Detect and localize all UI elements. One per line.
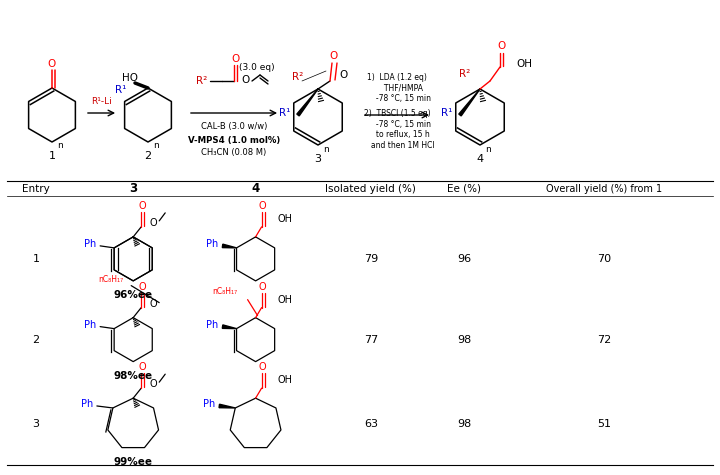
Text: 1: 1 xyxy=(48,151,55,161)
Text: 1: 1 xyxy=(32,254,40,264)
Text: 98: 98 xyxy=(457,334,472,345)
Text: 2: 2 xyxy=(145,151,152,161)
Text: O: O xyxy=(258,201,266,211)
Text: -78 °C, 15 min: -78 °C, 15 min xyxy=(364,120,431,129)
Text: 63: 63 xyxy=(364,419,378,429)
Text: R²: R² xyxy=(292,72,304,82)
Polygon shape xyxy=(222,325,237,329)
Text: Ph: Ph xyxy=(207,239,219,249)
Text: 1)  LDA (1.2 eq): 1) LDA (1.2 eq) xyxy=(367,73,427,82)
Text: O: O xyxy=(258,362,266,372)
Text: O: O xyxy=(231,54,239,64)
Text: O: O xyxy=(242,75,250,85)
Text: 96%ee: 96%ee xyxy=(114,290,153,300)
Text: 51: 51 xyxy=(597,419,611,429)
Text: Entry: Entry xyxy=(22,183,50,194)
Text: O: O xyxy=(149,218,157,228)
Text: 72: 72 xyxy=(597,334,611,345)
Text: 4: 4 xyxy=(477,154,484,164)
Text: O: O xyxy=(497,41,505,51)
Polygon shape xyxy=(297,89,318,116)
Text: n: n xyxy=(153,142,159,151)
Text: OH: OH xyxy=(278,294,292,304)
Text: R¹: R¹ xyxy=(114,85,126,95)
Text: O: O xyxy=(149,299,157,309)
Polygon shape xyxy=(219,404,235,408)
Text: Overall yield (%) from 1: Overall yield (%) from 1 xyxy=(546,183,662,194)
Text: 70: 70 xyxy=(597,254,611,264)
Text: O: O xyxy=(138,282,146,292)
Text: OH: OH xyxy=(516,59,532,69)
Text: (3.0 eq): (3.0 eq) xyxy=(239,63,275,72)
Text: to reflux, 15 h: to reflux, 15 h xyxy=(364,131,430,140)
Text: Ph: Ph xyxy=(84,320,96,330)
Polygon shape xyxy=(222,244,237,248)
Text: O: O xyxy=(329,51,337,61)
Text: nC₈H₁₇: nC₈H₁₇ xyxy=(98,275,123,284)
Text: and then 1M HCl: and then 1M HCl xyxy=(359,142,435,151)
Text: Isolated yield (%): Isolated yield (%) xyxy=(325,183,416,194)
Text: 98%ee: 98%ee xyxy=(114,370,153,380)
Text: 77: 77 xyxy=(364,334,378,345)
Text: THF/HMPA: THF/HMPA xyxy=(372,84,423,93)
Text: 79: 79 xyxy=(364,254,378,264)
Text: 99%ee: 99%ee xyxy=(114,457,153,467)
Text: O: O xyxy=(48,59,56,69)
Text: 2: 2 xyxy=(32,334,40,345)
Text: nC₈H₁₇: nC₈H₁₇ xyxy=(212,287,238,296)
Text: 2)  TBSCl (1.5 eq): 2) TBSCl (1.5 eq) xyxy=(364,108,431,117)
Text: Ph: Ph xyxy=(207,320,219,330)
Text: R¹-Li: R¹-Li xyxy=(91,96,112,105)
Text: R²: R² xyxy=(459,69,471,79)
Text: 3: 3 xyxy=(32,419,40,429)
Text: 3: 3 xyxy=(315,154,322,164)
Text: 4: 4 xyxy=(251,182,260,195)
Text: Ph: Ph xyxy=(81,399,93,409)
Text: Ee (%): Ee (%) xyxy=(447,183,482,194)
Text: CAL-B (3.0 w/w): CAL-B (3.0 w/w) xyxy=(201,123,267,132)
Text: n: n xyxy=(323,144,329,153)
Text: O: O xyxy=(138,362,146,372)
Text: OH: OH xyxy=(278,375,292,385)
Text: Ph: Ph xyxy=(84,239,96,249)
Text: 96: 96 xyxy=(457,254,472,264)
Text: CH₃CN (0.08 M): CH₃CN (0.08 M) xyxy=(202,149,266,158)
Text: O: O xyxy=(340,70,348,80)
Text: HO: HO xyxy=(122,73,138,83)
Text: V-MPS4 (1.0 mol%): V-MPS4 (1.0 mol%) xyxy=(188,135,280,144)
Text: 98: 98 xyxy=(457,419,472,429)
Text: n: n xyxy=(57,142,63,151)
Text: OH: OH xyxy=(278,214,292,224)
Text: Ph: Ph xyxy=(203,399,215,409)
Text: O: O xyxy=(138,201,146,211)
Text: O: O xyxy=(149,379,157,389)
Text: 3: 3 xyxy=(129,182,138,195)
Text: R¹: R¹ xyxy=(441,108,452,118)
Text: n: n xyxy=(485,144,491,153)
Text: R²: R² xyxy=(197,76,207,86)
Text: O: O xyxy=(258,282,266,292)
Text: -78 °C, 15 min: -78 °C, 15 min xyxy=(364,95,431,104)
Polygon shape xyxy=(459,89,480,116)
Text: R¹: R¹ xyxy=(279,108,290,118)
